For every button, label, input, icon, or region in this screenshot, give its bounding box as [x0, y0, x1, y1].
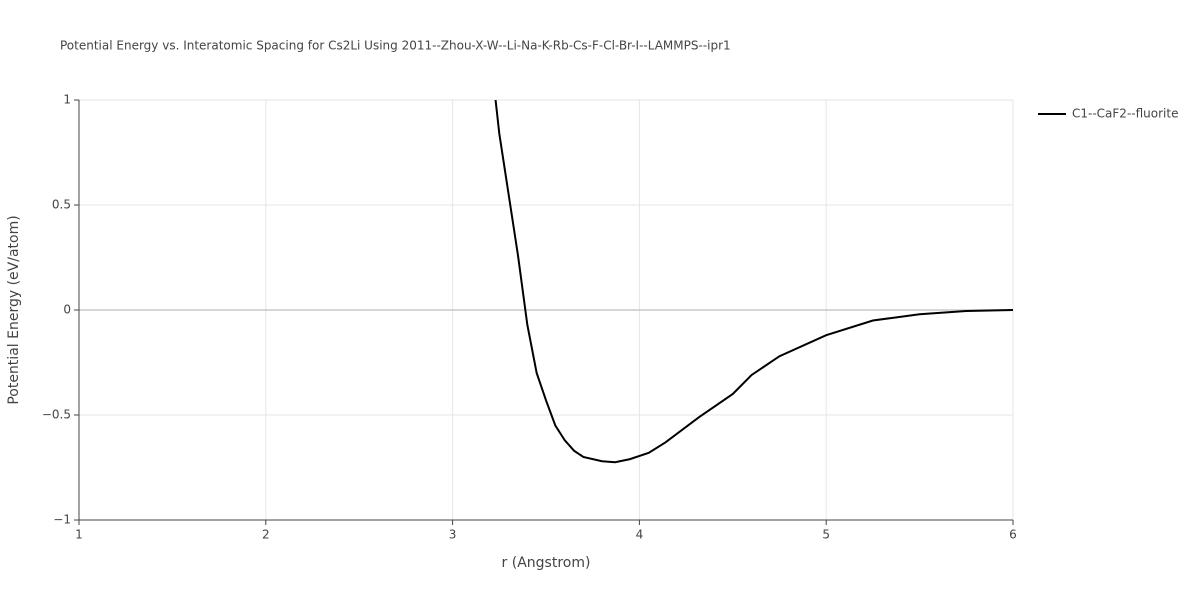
y-axis-title: Potential Energy (eV/atom)	[6, 215, 22, 404]
grid	[78, 99, 1014, 521]
y-tick-label: 1	[63, 93, 71, 107]
x-tick-label: 1	[75, 528, 83, 542]
x-tick-label: 4	[636, 528, 644, 542]
y-tick-label: −0.5	[42, 408, 71, 422]
x-tick-label: 3	[449, 528, 457, 542]
chart-title: Potential Energy vs. Interatomic Spacing…	[60, 39, 731, 53]
plot-area	[494, 100, 1013, 464]
y-tick-label: 0	[63, 303, 71, 317]
axes: 1 2 3 4 5 6 −1 −0.5 0 0.5 1 C1--CaF2--fluorite	[42, 93, 1179, 542]
legend-label: C1--CaF2--fluorite	[1072, 107, 1178, 121]
x-tick-label: 6	[1009, 528, 1017, 542]
x-tick-label: 5	[822, 528, 830, 542]
series-line	[494, 100, 1013, 464]
y-tick-label: 0.5	[52, 198, 71, 212]
y-tick-label: −1	[53, 513, 71, 527]
x-tick-label: 2	[262, 528, 270, 542]
x-axis-title: r (Angstrom)	[502, 555, 591, 571]
